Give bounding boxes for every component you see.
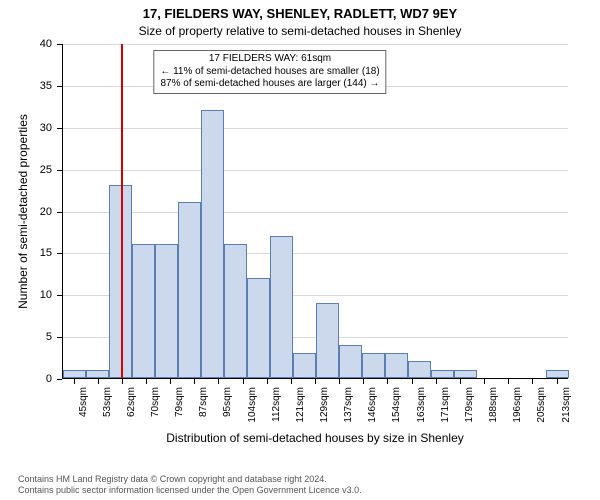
x-tick-label: 112sqm [271, 387, 282, 487]
x-tick-label: 146sqm [367, 387, 378, 487]
x-tick-mark [412, 379, 413, 384]
y-tick-label: 30 [0, 122, 52, 134]
histogram-bar [178, 202, 201, 378]
y-tick-mark [57, 44, 62, 45]
y-tick-mark [57, 295, 62, 296]
footer-line-1: Contains HM Land Registry data © Crown c… [18, 474, 362, 485]
x-tick-mark [218, 379, 219, 384]
x-tick-label: 95sqm [222, 387, 233, 487]
y-tick-mark [57, 253, 62, 254]
x-tick-mark [339, 379, 340, 384]
histogram-bar [132, 244, 155, 378]
x-tick-mark [267, 379, 268, 384]
gridline [63, 128, 568, 129]
y-tick-label: 25 [0, 164, 52, 176]
x-tick-mark [436, 379, 437, 384]
y-tick-label: 20 [0, 206, 52, 218]
annotation-line: ← 11% of semi-detached houses are smalle… [160, 66, 379, 79]
x-tick-mark [170, 379, 171, 384]
gridline [63, 170, 568, 171]
x-tick-mark [387, 379, 388, 384]
histogram-bar [339, 345, 362, 379]
x-tick-label: 45sqm [78, 387, 89, 487]
x-tick-mark [74, 379, 75, 384]
x-tick-label: 104sqm [247, 387, 258, 487]
x-tick-label: 213sqm [561, 387, 572, 487]
histogram-bar [293, 353, 316, 378]
x-tick-label: 179sqm [464, 387, 475, 487]
histogram-bar [408, 361, 431, 378]
x-tick-mark [243, 379, 244, 384]
x-tick-label: 188sqm [488, 387, 499, 487]
x-tick-label: 87sqm [198, 387, 209, 487]
x-tick-mark [508, 379, 509, 384]
y-tick-mark [57, 212, 62, 213]
x-tick-mark [291, 379, 292, 384]
histogram-bar [155, 244, 178, 378]
x-tick-label: 154sqm [391, 387, 402, 487]
x-tick-mark [315, 379, 316, 384]
histogram-bar [247, 278, 270, 379]
x-tick-label: 70sqm [150, 387, 161, 487]
x-tick-label: 196sqm [512, 387, 523, 487]
histogram-bar [431, 370, 454, 378]
histogram-bar [454, 370, 477, 378]
x-tick-mark [363, 379, 364, 384]
x-tick-label: 121sqm [295, 387, 306, 487]
y-tick-label: 15 [0, 247, 52, 259]
y-tick-mark [57, 86, 62, 87]
y-tick-label: 10 [0, 289, 52, 301]
histogram-bar [385, 353, 408, 378]
y-tick-label: 40 [0, 38, 52, 50]
x-tick-label: 53sqm [102, 387, 113, 487]
x-tick-label: 205sqm [536, 387, 547, 487]
x-tick-label: 129sqm [319, 387, 330, 487]
x-tick-label: 163sqm [416, 387, 427, 487]
gridline [63, 212, 568, 213]
y-tick-label: 5 [0, 331, 52, 343]
x-tick-mark [532, 379, 533, 384]
x-tick-mark [146, 379, 147, 384]
annotation-line: 87% of semi-detached houses are larger (… [160, 78, 379, 91]
annotation-box: 17 FIELDERS WAY: 61sqm← 11% of semi-deta… [153, 50, 386, 94]
histogram-bar [224, 244, 247, 378]
chart-title: 17, FIELDERS WAY, SHENLEY, RADLETT, WD7 … [0, 6, 600, 21]
y-tick-label: 35 [0, 80, 52, 92]
footer-line-2: Contains public sector information licen… [18, 485, 362, 496]
x-tick-label: 79sqm [174, 387, 185, 487]
histogram-bar [546, 370, 569, 378]
y-tick-label: 0 [0, 373, 52, 385]
y-tick-mark [57, 170, 62, 171]
histogram-bar [86, 370, 109, 378]
histogram-bar [63, 370, 86, 378]
y-tick-mark [57, 379, 62, 380]
x-tick-label: 137sqm [343, 387, 354, 487]
plot-area: 17 FIELDERS WAY: 61sqm← 11% of semi-deta… [62, 44, 568, 379]
reference-line [121, 44, 123, 378]
x-tick-mark [98, 379, 99, 384]
y-tick-mark [57, 337, 62, 338]
x-tick-mark [122, 379, 123, 384]
histogram-bar [362, 353, 385, 378]
annotation-line: 17 FIELDERS WAY: 61sqm [160, 53, 379, 66]
gridline [63, 44, 568, 45]
footer-attribution: Contains HM Land Registry data © Crown c… [18, 474, 362, 497]
x-tick-mark [557, 379, 558, 384]
histogram-bar [201, 110, 224, 378]
x-tick-label: 171sqm [440, 387, 451, 487]
histogram-bar [316, 303, 339, 378]
x-tick-mark [194, 379, 195, 384]
histogram-bar [270, 236, 293, 378]
chart-subtitle: Size of property relative to semi-detach… [0, 24, 600, 38]
y-tick-mark [57, 128, 62, 129]
x-tick-mark [484, 379, 485, 384]
x-tick-label: 62sqm [126, 387, 137, 487]
x-tick-mark [460, 379, 461, 384]
